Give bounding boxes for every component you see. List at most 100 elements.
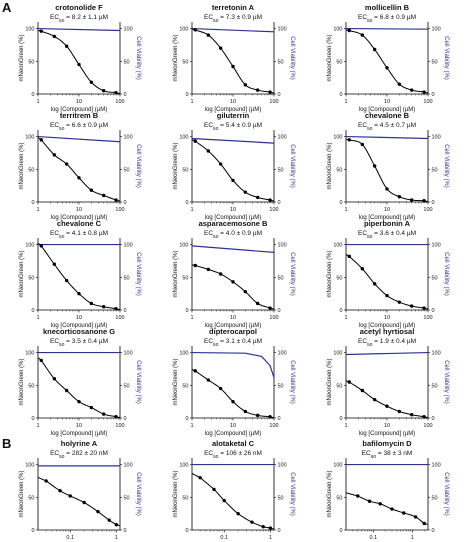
data-point — [206, 378, 211, 382]
y-tick-label: 100 — [333, 463, 342, 469]
data-point — [243, 409, 248, 414]
data-point — [255, 88, 260, 92]
data-point — [96, 509, 100, 514]
y-axis-label: mNeonGreen (%) — [327, 142, 333, 189]
y-tick-label: 0 — [339, 528, 342, 534]
data-point — [52, 34, 57, 39]
data-point — [218, 386, 223, 391]
data-point — [39, 244, 43, 248]
data-point — [360, 388, 365, 393]
y2-tick-label: 0 — [278, 92, 281, 98]
data-point — [268, 306, 272, 310]
y2-tick-label: 0 — [432, 528, 435, 534]
chart-giluterrin: giluterrin EC50 = 5.4 ± 0.9 µM 0 0 50 50 100 10… — [173, 111, 295, 221]
y2-axis-label: Cell Viability (%) — [135, 472, 141, 516]
x-axis-label: log [Compound] (µM) — [359, 107, 415, 113]
data-point — [114, 198, 118, 202]
y2-tick-label: 50 — [278, 59, 284, 65]
x-tick-label: 10 — [76, 315, 82, 321]
data-point — [52, 262, 57, 266]
chart-subtitle: EC50 = 1.9 ± 0.4 µM — [358, 338, 416, 348]
x-axis-label: log [Compound] (µM) — [51, 431, 107, 437]
y2-tick-label: 0 — [124, 528, 127, 534]
data-point — [422, 90, 426, 94]
data-point — [101, 89, 106, 93]
fit-curve — [191, 264, 274, 310]
chart-subtitle: EC50 = 3.5 ± 0.4 µM — [50, 338, 108, 348]
data-point — [212, 487, 216, 492]
y2-tick-label: 0 — [278, 528, 281, 534]
chart-territrem-b: territrem B EC50 = 6.6 ± 0.9 µM 0 0 50 50 100 1… — [19, 111, 141, 221]
data-point — [409, 413, 414, 417]
fit-curve — [37, 476, 120, 526]
fit-curve — [37, 29, 120, 94]
data-point — [89, 301, 94, 306]
x-tick-label: 100 — [115, 207, 124, 213]
chart-subtitle: EC50 = 7.3 ± 0.9 µM — [204, 14, 262, 24]
x-axis-label: log [Compound] (µM) — [359, 431, 415, 437]
y-tick-label: 50 — [336, 383, 342, 389]
data-point — [68, 494, 72, 498]
fit-curve — [191, 473, 274, 530]
x-tick-label: 1 — [269, 535, 272, 541]
x-axis-label: log [Compound] (µM) — [205, 323, 261, 329]
x-tick-label: 1 — [36, 207, 39, 213]
panel-letter-a: A — [2, 0, 12, 15]
data-point — [64, 44, 69, 48]
x-axis-label: log [Compound] (µM) — [359, 215, 415, 221]
x-tick-label: 1 — [411, 535, 414, 541]
x-tick-label: 10 — [230, 207, 236, 213]
y2-tick-label: 100 — [124, 243, 133, 249]
y-axis-label: mNeonGreen (%) — [327, 250, 333, 297]
y-tick-label: 0 — [31, 92, 34, 98]
y2-axis-label: Cell Viability (%) — [289, 252, 295, 296]
x-tick-label: 100 — [269, 315, 278, 321]
x-tick-label: 0.1 — [220, 535, 228, 541]
data-point — [77, 291, 81, 296]
y-tick-label: 100 — [179, 27, 188, 33]
x-tick-label: 10 — [76, 423, 82, 429]
y2-axis-label: Cell Viability (%) — [443, 360, 449, 404]
y-axis-label: mNeonGreen (%) — [327, 358, 333, 405]
viability-line — [37, 135, 121, 143]
x-tick-label: 1 — [190, 207, 193, 213]
y-tick-label: 100 — [25, 135, 34, 141]
data-point — [77, 62, 81, 67]
x-tick-label: 1 — [36, 423, 39, 429]
data-point — [52, 377, 57, 381]
chart-subtitle: EC50 = 4.5 ± 0.7 µM — [358, 122, 416, 132]
chart-knecorticosanone-g: knecorticosanone G EC50 = 3.5 ± 0.4 µM 0 0 5… — [19, 327, 141, 437]
viability-line — [345, 27, 429, 30]
y2-tick-label: 50 — [124, 495, 130, 501]
data-point — [347, 138, 351, 142]
y-tick-label: 0 — [31, 528, 34, 534]
y2-tick-label: 0 — [432, 92, 435, 98]
y-axis-label: mNeonGreen (%) — [19, 358, 25, 405]
y-tick-label: 50 — [336, 167, 342, 173]
y2-axis-label: Cell Viability (%) — [443, 252, 449, 296]
y2-tick-label: 50 — [278, 275, 284, 281]
y2-tick-label: 0 — [278, 416, 281, 422]
data-point — [193, 139, 197, 143]
y-tick-label: 0 — [185, 528, 188, 534]
y-tick-label: 50 — [182, 495, 188, 501]
chart-title: asparacemosone B — [199, 219, 268, 228]
y2-tick-label: 100 — [278, 463, 287, 469]
data-point — [39, 138, 43, 142]
x-tick-label: 1 — [115, 535, 118, 541]
y-tick-label: 0 — [339, 308, 342, 314]
y2-tick-label: 0 — [124, 200, 127, 206]
data-point — [58, 489, 62, 493]
data-point — [89, 405, 94, 410]
y2-tick-label: 0 — [124, 416, 127, 422]
data-point — [39, 29, 43, 33]
y-tick-label: 0 — [31, 200, 34, 206]
data-point — [255, 413, 260, 418]
data-point — [378, 502, 382, 506]
data-point — [64, 388, 69, 393]
y-tick-label: 100 — [25, 27, 34, 33]
y2-axis-label: Cell Viability (%) — [289, 360, 295, 404]
data-point — [231, 178, 235, 183]
